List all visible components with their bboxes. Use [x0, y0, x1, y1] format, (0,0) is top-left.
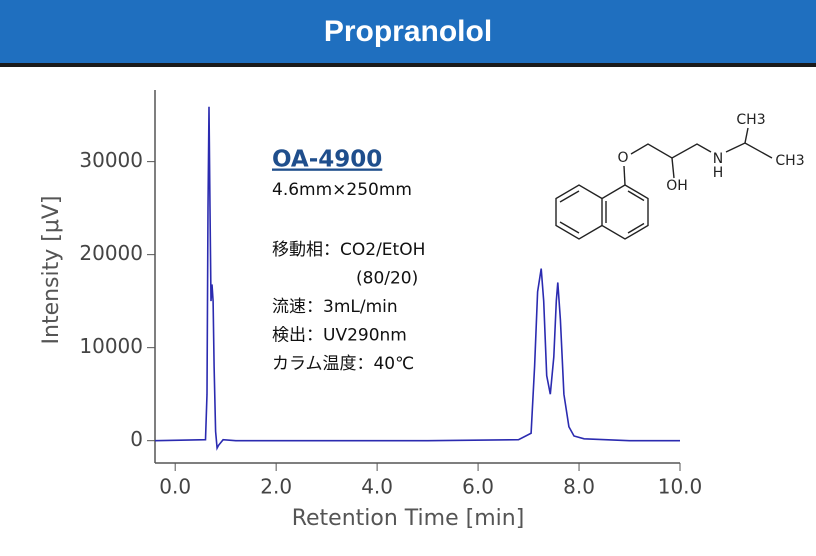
x-tick-label: 8.0	[563, 475, 595, 499]
y-tick-label: 0	[130, 427, 143, 451]
x-axis-label: Retention Time [min]	[292, 506, 525, 531]
column-name: OA-4900	[272, 147, 382, 173]
header-rule	[0, 63, 816, 67]
x-tick-label: 6.0	[462, 475, 494, 499]
x-tick-label: 2.0	[260, 475, 292, 499]
annotation: 流速：3mL/min	[272, 297, 398, 317]
bond	[623, 165, 626, 186]
atom-label: N	[713, 151, 723, 167]
y-tick-label: 20000	[79, 241, 143, 265]
bond	[725, 142, 773, 159]
annotation: 検出：UV290nm	[272, 326, 407, 346]
x-tick-label: 4.0	[361, 475, 393, 499]
atom-label: CH3	[736, 112, 765, 128]
ring	[601, 184, 649, 240]
bond	[627, 190, 645, 202]
bond	[671, 157, 675, 179]
y-axis-label: Intensity [μV]	[39, 196, 64, 345]
annotation: 移動相：CO2/EtOH	[272, 240, 425, 260]
atom-label: CH3	[775, 153, 804, 169]
bond	[559, 221, 580, 234]
annotation: (80/20)	[356, 269, 418, 289]
ring	[555, 184, 603, 240]
chromatogram-line	[154, 106, 680, 451]
bond	[627, 222, 645, 234]
structure: O OH N H CH3 CH3	[555, 112, 805, 240]
chart-title: Propranolol	[324, 15, 492, 48]
bond	[630, 143, 712, 159]
annotation: カラム温度：40℃	[272, 354, 414, 374]
y-tick-label: 30000	[79, 148, 143, 172]
annotation: 4.6mm×250mm	[272, 180, 412, 200]
bond	[744, 127, 749, 144]
atom-label: O	[617, 150, 628, 166]
atom-label: H	[713, 165, 724, 181]
bond	[559, 190, 580, 203]
x-tick-label: 0.0	[159, 475, 191, 499]
header-bar	[0, 0, 816, 63]
x-tick-label: 10.0	[658, 475, 703, 499]
atom-label: OH	[666, 178, 688, 194]
y-tick-label: 10000	[79, 334, 143, 358]
